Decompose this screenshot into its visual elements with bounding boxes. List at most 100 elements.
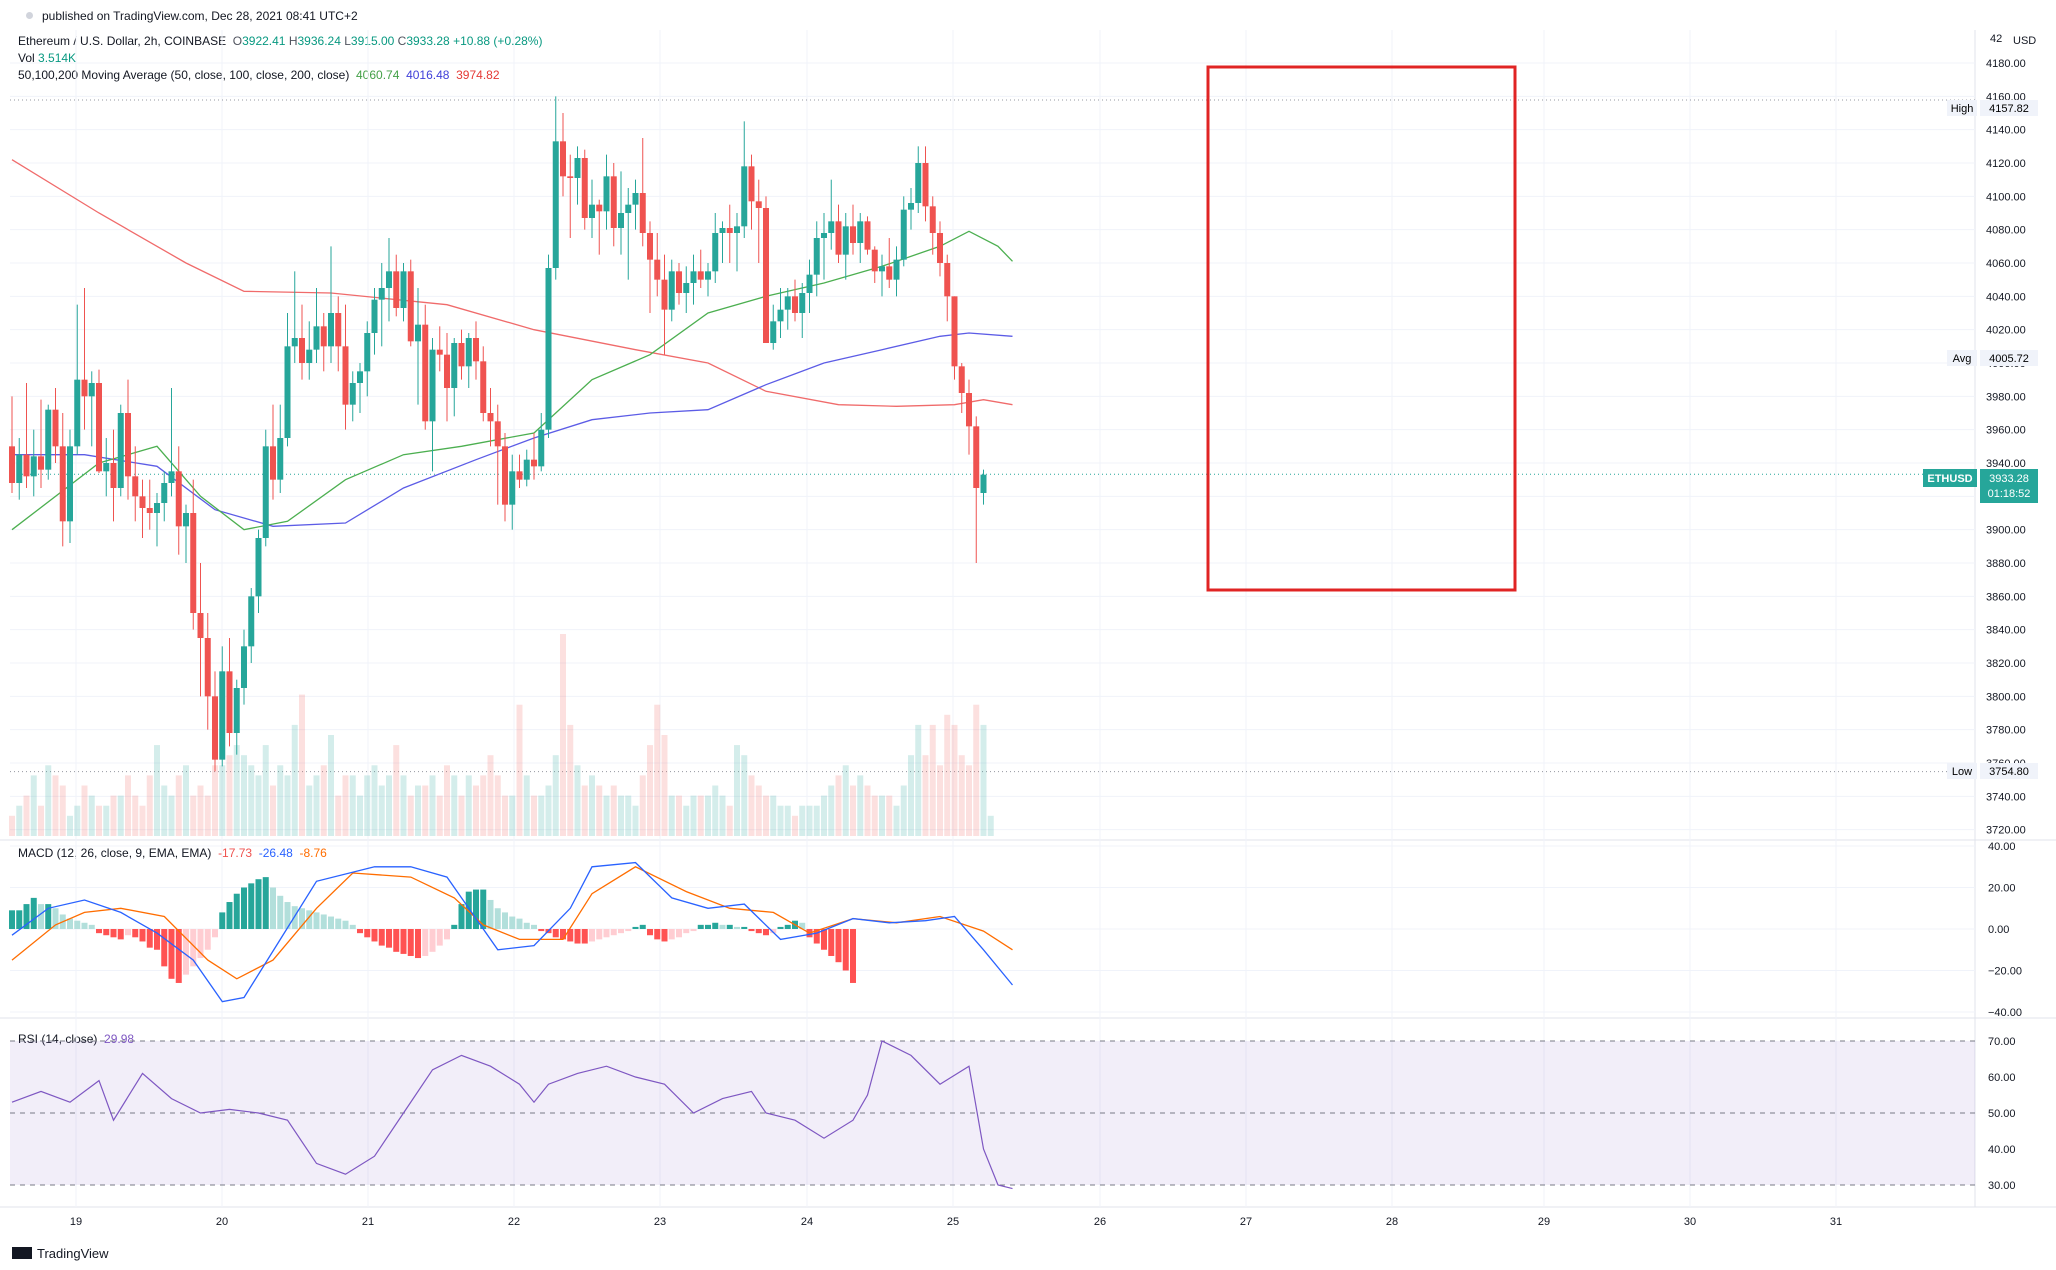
ma-label[interactable]: 50,100,200 Moving Average (50, close, 10… bbox=[18, 68, 350, 82]
macd-histogram-bar bbox=[154, 929, 160, 950]
price-tick-partial: 42 bbox=[1990, 33, 2002, 45]
candle-body bbox=[567, 176, 574, 178]
macd-histogram-bar bbox=[371, 929, 378, 942]
candle-body bbox=[125, 413, 131, 477]
symbol-title[interactable]: Ethereum / U.S. Dollar, 2h, COINBASE bbox=[18, 34, 227, 48]
price-tick-label: 4140.00 bbox=[1986, 125, 2026, 137]
ma100-value: 4016.48 bbox=[406, 68, 450, 82]
time-tick-label: 26 bbox=[1094, 1216, 1106, 1228]
macd-histogram-bar bbox=[96, 929, 102, 934]
macd-histogram-bar bbox=[364, 929, 371, 938]
volume-bar bbox=[987, 815, 994, 836]
candle-body bbox=[45, 409, 52, 470]
candle-body bbox=[777, 309, 784, 322]
macd-tick-label: −20.00 bbox=[1988, 966, 2022, 978]
macd-histogram-bar bbox=[422, 929, 429, 956]
candle-body bbox=[146, 508, 153, 513]
candle-body bbox=[516, 471, 523, 480]
candle-body bbox=[842, 226, 849, 255]
macd-histogram-bar bbox=[219, 912, 226, 929]
candle-body bbox=[299, 338, 305, 363]
candle-body bbox=[422, 324, 429, 422]
macd-histogram-bar bbox=[705, 924, 711, 929]
price-tick-label: 3900.00 bbox=[1986, 525, 2026, 537]
o-label: O bbox=[232, 34, 243, 48]
macd-histogram-bar bbox=[9, 910, 15, 929]
volume-bar bbox=[632, 805, 639, 836]
candle-body bbox=[67, 446, 73, 522]
avg-badge: Avg 4005.72 bbox=[1947, 350, 2038, 366]
volume-bar bbox=[349, 775, 356, 836]
volume-bar bbox=[415, 785, 421, 836]
volume-bar bbox=[705, 795, 711, 836]
candle-body bbox=[313, 326, 320, 350]
candle-body bbox=[132, 476, 139, 497]
macd-histogram-bar bbox=[821, 929, 827, 950]
tradingview-logo-text: TradingView bbox=[37, 1246, 109, 1261]
volume-bar bbox=[676, 795, 682, 836]
candle-body bbox=[59, 446, 66, 522]
volume-bar bbox=[458, 795, 465, 836]
currency-label[interactable]: USD bbox=[2013, 35, 2036, 47]
volume-bar bbox=[596, 785, 603, 836]
macd-histogram-bar bbox=[393, 929, 400, 952]
price-tick-label: 3800.00 bbox=[1986, 691, 2026, 703]
vol-label[interactable]: Vol bbox=[18, 51, 35, 65]
price-tick-label: 3960.00 bbox=[1986, 425, 2026, 437]
macd-histogram-bar bbox=[465, 891, 472, 929]
candle-body bbox=[494, 421, 501, 447]
volume-bar bbox=[726, 805, 733, 836]
volume-bar bbox=[125, 775, 131, 836]
macd-histogram-bar bbox=[560, 929, 566, 940]
candle-body bbox=[415, 324, 421, 342]
candle-body bbox=[233, 688, 240, 733]
macd-histogram-bar bbox=[407, 929, 414, 956]
candle-body bbox=[444, 354, 450, 388]
volume-bar bbox=[567, 724, 574, 836]
volume-bar bbox=[139, 805, 146, 836]
macd-histogram-bar bbox=[255, 879, 262, 929]
volume-bar bbox=[262, 745, 269, 836]
macd-label[interactable]: MACD (12, 26, close, 9, EMA, EMA) bbox=[18, 846, 212, 860]
price-tick-label: 4180.00 bbox=[1986, 58, 2026, 70]
volume-bar bbox=[574, 765, 581, 836]
candle-body bbox=[407, 271, 414, 342]
macd-histogram-bar bbox=[639, 924, 646, 929]
price-tick-label: 3940.00 bbox=[1986, 458, 2026, 470]
volume-bar bbox=[552, 755, 559, 836]
volume-bar bbox=[161, 785, 168, 836]
volume-bar bbox=[850, 785, 856, 836]
candle-body bbox=[828, 221, 835, 233]
macd-histogram-bar bbox=[183, 929, 189, 975]
volume-bar bbox=[560, 634, 566, 836]
candle-body bbox=[204, 638, 211, 697]
macd-histogram-bar bbox=[502, 912, 508, 929]
rsi-label[interactable]: RSI (14, close) bbox=[18, 1032, 98, 1046]
rsi-tick-label: 40.00 bbox=[1988, 1144, 2016, 1156]
macd-histogram-bar bbox=[647, 929, 653, 936]
macd-histogram-bar bbox=[835, 929, 842, 963]
candle-body bbox=[886, 266, 893, 280]
volume-bar bbox=[67, 815, 73, 836]
macd-histogram-bar bbox=[45, 904, 52, 929]
candle-body bbox=[277, 438, 284, 480]
volume-bar bbox=[915, 724, 922, 836]
volume-bar bbox=[922, 755, 929, 836]
macd-histogram-bar bbox=[328, 916, 334, 929]
volume-bar bbox=[828, 785, 835, 836]
candle-body bbox=[451, 343, 458, 388]
macd-histogram-bar bbox=[400, 929, 407, 954]
candle-body bbox=[212, 696, 218, 760]
rsi-tick-label: 70.00 bbox=[1988, 1036, 2016, 1048]
macd-histogram-bar bbox=[690, 929, 697, 932]
time-tick-label: 29 bbox=[1538, 1216, 1550, 1228]
macd-histogram-bar bbox=[799, 922, 806, 929]
tradingview-logo[interactable]: TradingView bbox=[12, 1246, 109, 1261]
ma-header: 50,100,200 Moving Average (50, close, 10… bbox=[18, 68, 500, 82]
candle-body bbox=[320, 326, 327, 347]
macd-histogram-bar bbox=[110, 929, 117, 938]
volume-bar bbox=[857, 775, 864, 836]
macd-histogram-bar bbox=[212, 929, 218, 938]
volume-bar bbox=[255, 775, 262, 836]
